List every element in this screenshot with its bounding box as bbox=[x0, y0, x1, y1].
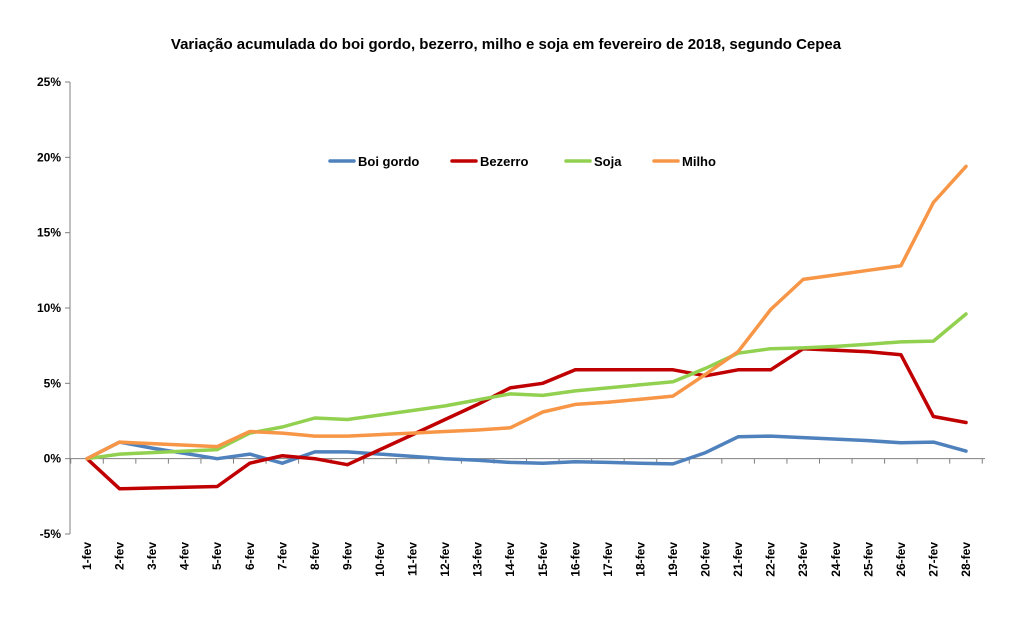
x-tick-label: 24-fev bbox=[829, 542, 843, 577]
legend: Boi gordo Bezerro Soja Milho bbox=[328, 154, 716, 169]
x-tick-label: 21-fev bbox=[731, 542, 745, 577]
axes: -5% 0% 5% 10% 15% 20% 25% 1-fev 2-fev 3-fev 4-fev 5… bbox=[37, 75, 985, 577]
series-line-boi-gordo bbox=[85, 434, 968, 466]
y-tick-label: 25% bbox=[37, 75, 61, 89]
y-tick-label: 20% bbox=[37, 150, 61, 164]
series-layer bbox=[85, 164, 968, 491]
x-tick-label: 26-fev bbox=[894, 542, 908, 577]
y-tick-label: -5% bbox=[40, 527, 62, 541]
chart-title: Variação acumulada do boi gordo, bezerro… bbox=[170, 36, 842, 53]
x-tick-label: 12-fev bbox=[438, 542, 452, 577]
series-line-bezerro bbox=[85, 346, 968, 491]
x-tick-label: 9-fev bbox=[340, 542, 354, 570]
series-line-soja bbox=[85, 312, 968, 461]
y-tick-label: 0% bbox=[44, 452, 62, 466]
legend-label-boi-gordo: Boi gordo bbox=[358, 154, 419, 169]
y-tick-label: 10% bbox=[37, 301, 61, 315]
x-tick-label: 3-fev bbox=[145, 542, 159, 570]
y-tick-label: 15% bbox=[37, 226, 61, 240]
x-tick-label: 8-fev bbox=[308, 542, 322, 570]
x-tick-label: 4-fev bbox=[178, 542, 192, 570]
x-tick-label: 17-fev bbox=[601, 542, 615, 577]
x-tick-label: 18-fev bbox=[633, 542, 647, 577]
x-tick-label: 7-fev bbox=[275, 542, 289, 570]
x-tick-label: 28-fev bbox=[959, 542, 973, 577]
x-tick-label: 10-fev bbox=[373, 542, 387, 577]
x-tick-label: 6-fev bbox=[243, 542, 257, 570]
x-tick-label: 13-fev bbox=[471, 542, 485, 577]
x-tick-label: 27-fev bbox=[926, 542, 940, 577]
legend-label-bezerro: Bezerro bbox=[480, 154, 528, 169]
legend-label-soja: Soja bbox=[594, 154, 622, 169]
x-tick-label: 11-fev bbox=[406, 542, 420, 576]
series-line-milho bbox=[85, 164, 968, 461]
x-tick-label: 22-fev bbox=[764, 542, 778, 577]
x-tick-label: 2-fev bbox=[113, 542, 127, 570]
x-tick-label: 23-fev bbox=[796, 542, 810, 577]
x-tick-label: 5-fev bbox=[210, 542, 224, 570]
x-tick-label: 19-fev bbox=[666, 542, 680, 577]
x-tick-label: 20-fev bbox=[699, 542, 713, 577]
y-tick-label: 5% bbox=[44, 376, 62, 390]
legend-label-milho: Milho bbox=[682, 154, 716, 169]
x-tick-label: 25-fev bbox=[861, 542, 875, 577]
x-tick-label: 15-fev bbox=[536, 542, 550, 577]
x-tick-label: 1-fev bbox=[80, 542, 94, 570]
x-tick-label: 14-fev bbox=[503, 542, 517, 577]
x-tick-label: 16-fev bbox=[568, 542, 582, 577]
